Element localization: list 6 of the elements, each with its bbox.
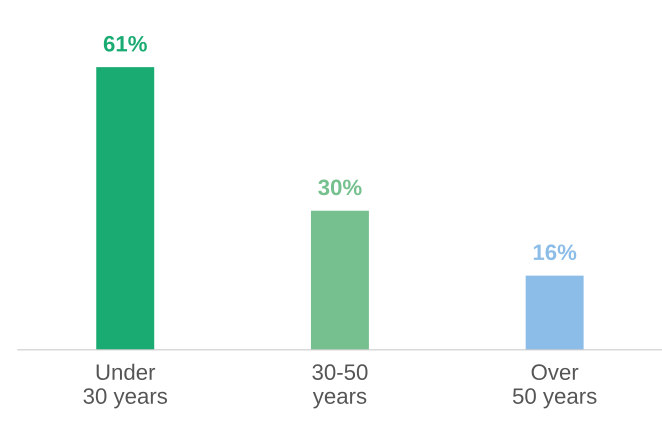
- data-label: 16%: [534, 244, 576, 260]
- data-label: 61%: [104, 36, 147, 52]
- x-tick-label: Over 50 years: [512, 364, 596, 408]
- data-label: 30%: [318, 180, 362, 196]
- x-tick-label: Under 30 years: [83, 364, 168, 408]
- x-tick-label: 30-50 years: [312, 364, 368, 408]
